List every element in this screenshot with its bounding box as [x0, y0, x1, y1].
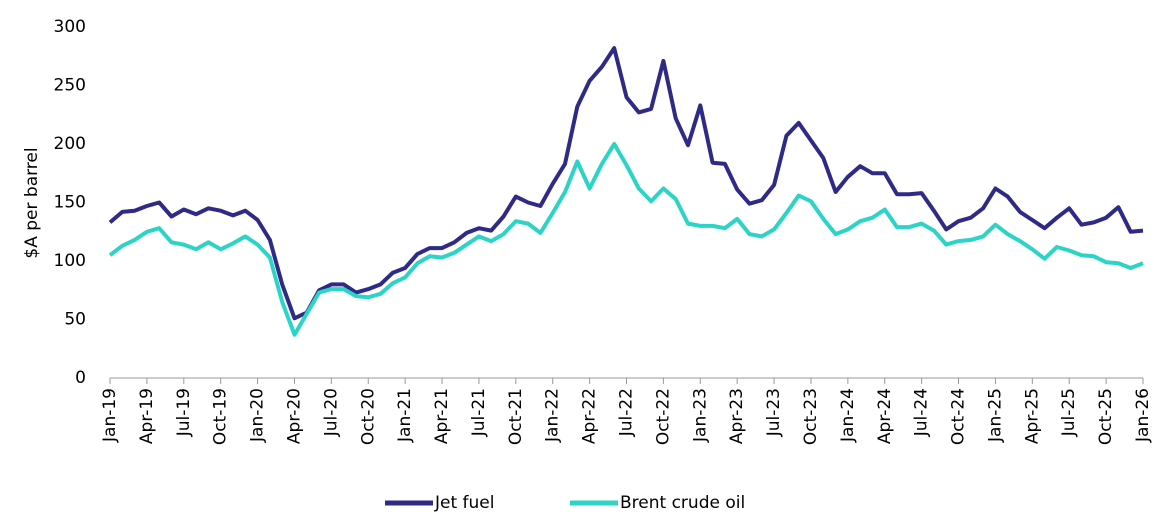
y-tick-label: 200: [54, 134, 86, 154]
x-tick-label: Jul-25: [1059, 388, 1079, 437]
x-tick-label: Jul-20: [321, 388, 341, 437]
x-tick-label: Jan-25: [985, 388, 1005, 443]
x-tick-label: Jul-22: [617, 388, 637, 437]
line: [108, 142, 1144, 337]
x-tick-label: Apr-23: [727, 388, 747, 444]
x-tick-label: Jul-24: [912, 388, 932, 437]
x-tick-label: Oct-22: [653, 388, 673, 445]
y-tick-label: 150: [54, 193, 86, 213]
x-tick-label: Jan-22: [543, 388, 563, 443]
x-tick-label: Apr-25: [1022, 388, 1042, 444]
y-axis-label: $A per barrel: [22, 147, 42, 258]
y-tick-label: 300: [54, 17, 86, 37]
x-tick-label: Jan-24: [838, 388, 858, 443]
y-tick-label: 0: [75, 368, 86, 388]
x-tick-label: Jul-23: [764, 388, 784, 437]
x-tick-label: Apr-21: [432, 388, 452, 444]
x-tick-label: Oct-23: [801, 388, 821, 445]
x-tick-label: Oct-24: [949, 388, 969, 445]
x-tick-label: Jan-23: [690, 388, 710, 443]
legend-label: Jet fuel: [434, 493, 494, 513]
x-tick-label: Jan-20: [248, 388, 268, 443]
x-tick-label: Oct-19: [211, 388, 231, 445]
x-tick-label: Oct-20: [358, 388, 378, 445]
x-tick-label: Apr-24: [875, 388, 895, 444]
x-tick-label: Jan-26: [1133, 388, 1153, 443]
x-tick-label: Jan-21: [395, 388, 415, 443]
x-tick-label: Oct-25: [1096, 388, 1116, 445]
x-tick-label: Oct-21: [506, 388, 526, 445]
x-tick-label: Jan-19: [100, 388, 120, 443]
line: [108, 46, 1144, 321]
x-tick-label: Jul-19: [174, 388, 194, 437]
x-tick-label: Jul-21: [469, 388, 489, 437]
legend-label: Brent crude oil: [620, 493, 745, 513]
x-tick-label: Apr-22: [580, 388, 600, 444]
y-tick-label: 250: [54, 76, 86, 96]
x-tick-label: Apr-19: [137, 388, 157, 444]
y-tick-label: 100: [54, 251, 86, 271]
y-tick-label: 50: [64, 310, 86, 330]
x-tick-label: Apr-20: [284, 388, 304, 444]
